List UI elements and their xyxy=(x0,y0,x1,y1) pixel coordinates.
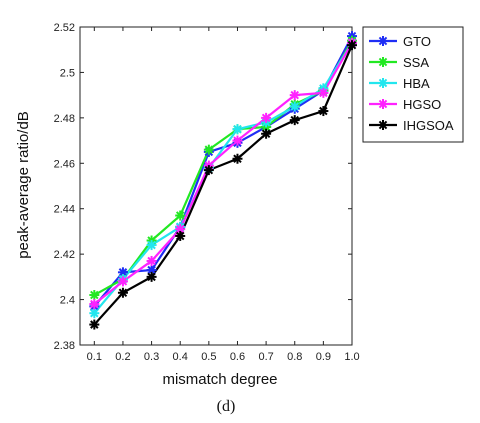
data-point-hgso xyxy=(89,299,100,310)
legend-item: SSA xyxy=(369,55,429,70)
data-point-ihgsoa xyxy=(117,287,128,298)
legend-item: HGSO xyxy=(369,97,441,112)
legend-marker xyxy=(378,120,388,130)
legend-item: HBA xyxy=(369,76,430,91)
y-tick-label: 2.44 xyxy=(54,204,75,216)
data-point-hba xyxy=(289,101,300,112)
legend-marker xyxy=(378,36,388,46)
data-point-ihgsoa xyxy=(261,128,272,139)
y-tick-label: 2.5 xyxy=(60,67,75,79)
y-tick-label: 2.52 xyxy=(54,22,75,34)
data-point-hgso xyxy=(261,112,272,123)
data-point-hgso xyxy=(146,255,157,266)
x-tick-label: 0.5 xyxy=(201,351,216,363)
x-tick-label: 1.0 xyxy=(344,351,359,363)
data-point-hba xyxy=(146,240,157,251)
series-line-hgso xyxy=(93,42,353,305)
data-point-ihgsoa xyxy=(289,115,300,126)
legend-label: GTO xyxy=(403,34,431,49)
data-point-ihgsoa xyxy=(347,40,357,51)
y-tick-label: 2.48 xyxy=(54,113,75,125)
data-point-ihgsoa xyxy=(146,271,157,282)
x-tick-label: 0.9 xyxy=(316,351,331,363)
series-line-hba xyxy=(93,42,353,314)
x-tick-label: 0.1 xyxy=(87,351,102,363)
x-tick-label: 0.4 xyxy=(173,351,188,363)
legend-marker xyxy=(378,99,388,109)
data-point-hgso xyxy=(289,90,300,101)
plot-area: 2.38 2.4 2.42 2.44 2.46 2.48 2.5 2.52 0.1 0.2 0.3 0… xyxy=(54,22,360,363)
data-point-hgso xyxy=(232,135,243,146)
data-point-ihgsoa xyxy=(232,153,243,164)
x-axis-label: mismatch degree xyxy=(162,371,277,388)
series-line-ihgsoa xyxy=(93,44,354,326)
data-point-hgso xyxy=(318,87,329,98)
legend-item: GTO xyxy=(369,34,431,49)
data-point-ihgsoa xyxy=(318,106,329,117)
y-tick-label: 2.46 xyxy=(54,158,75,170)
data-point-ihgsoa xyxy=(203,165,214,176)
data-point-hgso xyxy=(117,276,128,287)
legend-label: IHGSOA xyxy=(403,118,454,133)
x-tick-label: 0.7 xyxy=(258,351,273,363)
figure-caption: (d) xyxy=(217,398,236,415)
y-tick-label: 2.42 xyxy=(54,249,75,261)
data-point-hba xyxy=(232,124,243,135)
y-axis-label: peak-average ratio/dB xyxy=(15,111,32,259)
axes-frame xyxy=(79,26,353,346)
legend-marker xyxy=(378,57,388,67)
series-line-ssa xyxy=(93,40,353,296)
data-point-hba xyxy=(89,308,100,319)
legend-label: HBA xyxy=(403,76,430,91)
legend-item: IHGSOA xyxy=(369,118,454,133)
x-tick-label: 0.6 xyxy=(230,351,245,363)
data-point-ihgsoa xyxy=(175,230,186,241)
data-point-ssa xyxy=(175,210,186,221)
data-point-ihgsoa xyxy=(89,319,100,330)
legend: GTO SSA HBA HGSO IHGSOA xyxy=(362,26,464,143)
legend-box xyxy=(362,26,464,143)
legend-label: SSA xyxy=(403,55,429,70)
y-tick-label: 2.4 xyxy=(60,295,75,307)
data-point-ssa xyxy=(203,144,214,155)
data-point-ssa xyxy=(89,290,100,301)
x-tick-label: 0.2 xyxy=(115,351,130,363)
legend-label: HGSO xyxy=(403,97,441,112)
legend-marker xyxy=(378,78,388,88)
y-tick-label: 2.38 xyxy=(54,340,75,352)
x-tick-label: 0.8 xyxy=(287,351,302,363)
x-tick-label: 0.3 xyxy=(144,351,159,363)
